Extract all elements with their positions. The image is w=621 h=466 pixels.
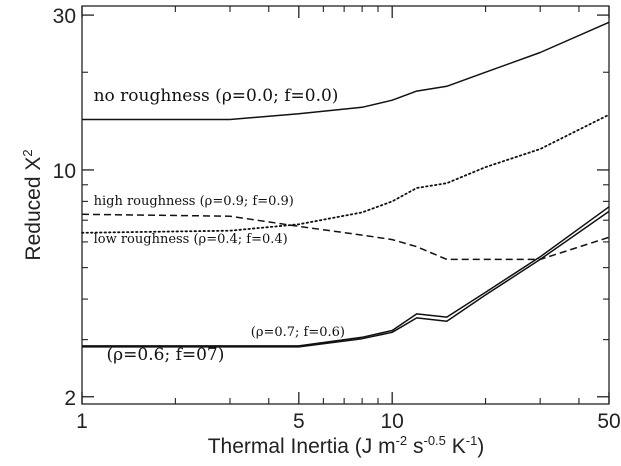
x-axis-label: Thermal Inertia (J m-2 s-0.5 K-1) <box>208 433 485 458</box>
series-annotation-3: low roughness (ρ=0.4; f=0.4) <box>94 232 288 247</box>
y-axis-label-sup: 2 <box>20 149 35 156</box>
x-axis-label-mid1: s <box>407 435 423 458</box>
x-axis-label-sup2: -0.5 <box>423 433 445 448</box>
series-line-2 <box>81 213 610 261</box>
x-axis-label-sup1: -2 <box>396 433 408 448</box>
y-tick-labels: 2 10 30 <box>53 5 76 410</box>
series-line-4 <box>82 206 610 347</box>
y-axis-label: Reduced X2 <box>20 149 45 260</box>
y-tick-label: 30 <box>53 5 76 28</box>
series-line-3 <box>81 113 610 234</box>
y-axis-label-base: Reduced X <box>22 157 45 261</box>
y-tick-label: 10 <box>53 160 76 183</box>
series-line-5 <box>82 210 610 348</box>
series-annotation-4: (ρ=0.7; f=0.6) <box>251 325 345 340</box>
x-axis-label-base: Thermal Inertia (J m <box>208 435 396 458</box>
x-tick-label: 1 <box>76 410 88 433</box>
x-tick-label: 10 <box>381 410 404 433</box>
series-lines <box>81 21 610 348</box>
x-axis-label-mid2: K <box>446 435 466 458</box>
x-tick-label: 5 <box>293 410 305 433</box>
x-axis-label-end: ) <box>477 435 484 458</box>
series-annotation-2: high roughness (ρ=0.9; f=0.9) <box>94 194 294 209</box>
series-annotation-1: no roughness (ρ=0.0; f=0.0) <box>94 86 339 106</box>
axis-ticks <box>81 6 610 404</box>
x-tick-label: 50 <box>597 410 620 433</box>
y-tick-label: 2 <box>64 387 76 410</box>
plot-frame <box>81 5 610 405</box>
series-annotation-5: (ρ=0.6; f=07) <box>107 345 225 365</box>
series-line-1 <box>82 21 610 121</box>
x-axis-label-sup3: -1 <box>466 433 478 448</box>
x-tick-labels: 1 5 10 50 <box>76 410 621 433</box>
series-annotations: no roughness (ρ=0.0; f=0.0) high roughnes… <box>94 86 345 365</box>
